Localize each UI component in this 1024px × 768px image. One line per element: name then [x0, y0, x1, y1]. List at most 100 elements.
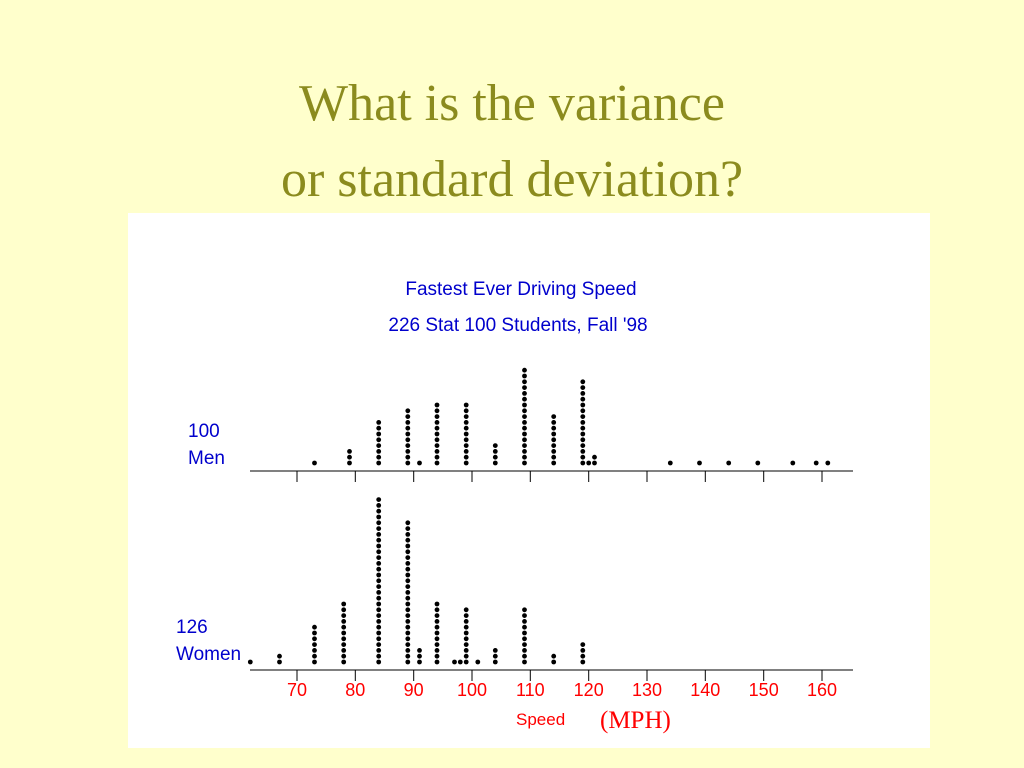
- women-dot: [312, 630, 317, 636]
- women-dot: [405, 543, 411, 549]
- women-dot: [376, 497, 382, 502]
- men-dot: [580, 443, 586, 448]
- women-dot: [405, 601, 411, 607]
- men-dot: [463, 425, 469, 431]
- women-dot: [405, 636, 411, 642]
- women-dot: [341, 630, 347, 636]
- women-dot: [277, 659, 282, 665]
- chart-panel: Fastest Ever Driving Speed 226 Stat 100 …: [128, 213, 930, 748]
- women-dot: [247, 659, 253, 665]
- women-dot: [417, 653, 422, 659]
- men-dot: [813, 460, 819, 466]
- women-dot: [376, 630, 382, 636]
- women-dot: [463, 653, 469, 659]
- women-dot: [312, 653, 317, 659]
- slide-title: What is the variance or standard deviati…: [0, 66, 1024, 218]
- women-dot: [405, 537, 411, 543]
- men-dot: [463, 420, 469, 425]
- women-dot: [405, 595, 411, 601]
- x-tick-label: 90: [404, 680, 424, 700]
- women-dot: [341, 659, 347, 665]
- men-dot: [522, 402, 527, 408]
- women-dot: [434, 659, 440, 665]
- men-dot: [434, 443, 440, 448]
- women-dot: [376, 648, 382, 653]
- men-dot: [580, 385, 586, 390]
- women-dot: [405, 572, 411, 578]
- men-dot: [522, 431, 527, 437]
- women-dot: [405, 578, 411, 584]
- men-dot: [347, 454, 352, 460]
- men-dot: [376, 449, 382, 454]
- men-group-label: Men: [188, 448, 225, 469]
- chart-subtitle: 226 Stat 100 Students, Fall '98: [388, 315, 647, 336]
- women-dot: [376, 526, 382, 531]
- men-count-label: 100: [188, 421, 220, 442]
- women-dot: [580, 653, 586, 659]
- women-dot: [434, 630, 440, 636]
- women-dot: [376, 549, 382, 555]
- women-dot: [405, 561, 411, 566]
- women-dot: [522, 607, 527, 613]
- men-dot: [755, 460, 761, 466]
- men-dot: [551, 425, 557, 431]
- women-dot: [376, 566, 382, 572]
- men-dot: [434, 425, 440, 431]
- women-dot: [522, 630, 527, 636]
- women-dot: [405, 607, 411, 613]
- women-dot: [405, 566, 411, 572]
- women-dot: [522, 613, 527, 618]
- women-dot: [475, 659, 481, 665]
- women-dot: [376, 619, 382, 624]
- women-dot: [463, 624, 469, 630]
- men-dot: [522, 443, 527, 448]
- men-dot: [463, 402, 469, 408]
- women-dot: [341, 619, 347, 624]
- men-dot: [522, 449, 527, 454]
- x-axis-label: Speed: [516, 710, 565, 729]
- men-dot: [551, 431, 557, 437]
- women-dot: [463, 636, 469, 642]
- men-dot: [376, 431, 382, 437]
- men-dot: [376, 454, 382, 460]
- women-dot: [434, 642, 440, 647]
- women-dot: [376, 624, 382, 630]
- men-dot: [522, 460, 527, 466]
- women-dot: [376, 503, 382, 508]
- men-dot: [463, 414, 469, 419]
- women-dot: [522, 636, 527, 642]
- women-dot: [341, 653, 347, 659]
- women-dot: [405, 653, 411, 659]
- women-dots: [247, 497, 586, 665]
- men-dot: [376, 425, 382, 431]
- x-tick-label: 130: [632, 680, 662, 700]
- women-dot: [522, 624, 527, 630]
- women-dot: [312, 648, 317, 653]
- women-dot: [341, 642, 347, 647]
- men-dot: [376, 443, 382, 448]
- women-dot: [492, 648, 498, 653]
- x-tick-label: 80: [345, 680, 365, 700]
- women-dot: [551, 659, 557, 665]
- men-dot: [522, 396, 527, 402]
- men-dot: [405, 437, 411, 443]
- women-dot: [463, 648, 469, 653]
- men-dot: [405, 420, 411, 425]
- men-dot: [667, 460, 673, 466]
- men-dot: [405, 414, 411, 419]
- men-dot: [347, 449, 352, 454]
- men-dot: [825, 460, 831, 466]
- men-dot: [551, 414, 557, 419]
- men-dot: [434, 414, 440, 419]
- men-dot: [434, 402, 440, 408]
- women-dot: [376, 561, 382, 566]
- women-dot: [434, 648, 440, 653]
- women-dot: [341, 613, 347, 618]
- men-dot: [790, 460, 796, 466]
- men-dot: [405, 449, 411, 454]
- men-dot: [434, 449, 440, 454]
- men-dot: [580, 396, 586, 402]
- men-dot: [551, 454, 557, 460]
- women-dot: [522, 659, 527, 665]
- women-dot: [341, 601, 347, 607]
